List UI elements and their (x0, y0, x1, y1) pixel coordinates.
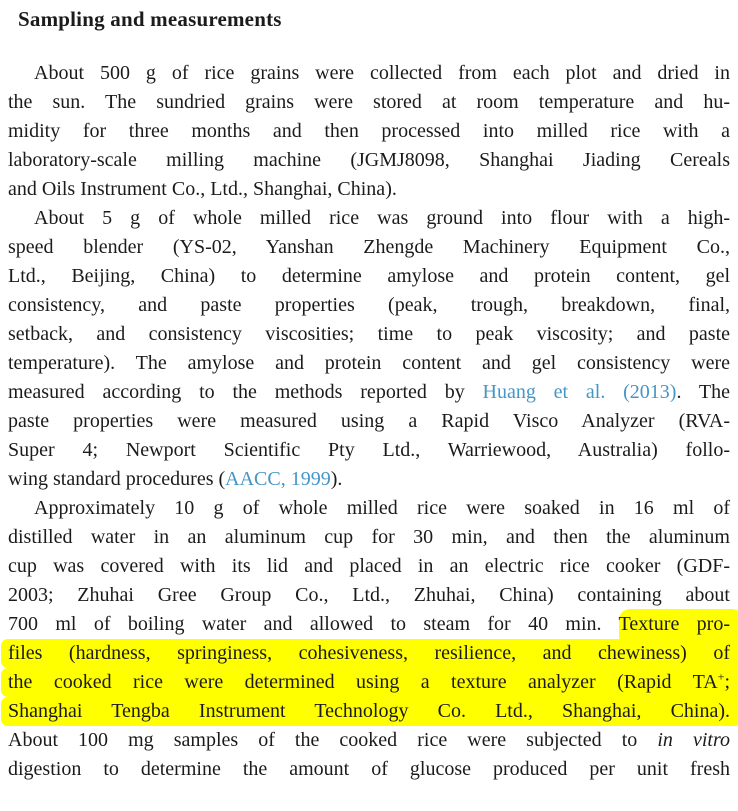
text-segment: temperature). The amylose and protein co… (8, 352, 730, 374)
text-segment: digestion to determine the amount of glu… (8, 758, 730, 780)
text-line: Approximately 10 g of whole milled rice … (8, 494, 730, 523)
text-segment: ; (724, 671, 730, 693)
section-heading: Sampling and measurements (18, 7, 282, 31)
text-segment: measured according to the methods report… (8, 381, 483, 403)
text-segment: the cooked rice were determined using a … (8, 671, 718, 693)
highlighted-text-line: Shanghai Tengba Instrument Technology Co… (1, 697, 738, 726)
text-line: Super 4; Newport Scientific Pty Ltd., Wa… (8, 436, 730, 465)
text-line: About 5 g of whole milled rice was groun… (8, 204, 730, 233)
text-line: the sun. The sundried grains were stored… (8, 88, 730, 117)
text-line: and Oils Instrument Co., Ltd., Shanghai,… (8, 175, 730, 204)
text-line: speed blender (YS-02, Yanshan Zhengde Ma… (8, 233, 730, 262)
text-line: measured according to the methods report… (8, 378, 730, 407)
text-line: paste properties were measured using a R… (8, 407, 730, 436)
text-segment: ). (330, 468, 343, 490)
text-line: laboratory-scale milling machine (JGMJ80… (8, 146, 730, 175)
text-segment: Approximately 10 g of whole milled rice … (34, 497, 730, 519)
text-line: digestion to determine the amount of glu… (8, 755, 730, 784)
highlighted-text-line: the cooked rice were determined using a … (1, 668, 738, 697)
text-segment: 2003; Zhuhai Gree Group Co., Ltd., Zhuha… (8, 584, 730, 606)
text-line: cup was covered with its lid and placed … (8, 552, 730, 581)
text-segment: paste properties were measured using a R… (8, 410, 730, 432)
text-segment: About 500 g of rice grains were collecte… (34, 62, 730, 84)
text-segment: the sun. The sundried grains were stored… (8, 91, 730, 113)
text-segment: Ltd., Beijing, China) to determine amylo… (8, 265, 730, 287)
text-line: 2003; Zhuhai Gree Group Co., Ltd., Zhuha… (8, 581, 730, 610)
section-body: About 500 g of rice grains were collecte… (1, 59, 738, 784)
text-line: 700 ml of boiling water and allowed to s… (8, 609, 738, 640)
citation-link[interactable]: Huang et al. (2013) (482, 381, 677, 403)
text-line: wing standard procedures (AACC, 1999). (8, 465, 730, 494)
paragraph: Approximately 10 g of whole milled rice … (1, 494, 738, 784)
text-line: temperature). The amylose and protein co… (8, 349, 730, 378)
text-segment: midity for three months and then process… (8, 120, 730, 142)
text-segment: setback, and consistency viscosities; ti… (8, 323, 730, 345)
text-line: Ltd., Beijing, China) to determine amylo… (8, 262, 730, 291)
paragraph: About 500 g of rice grains were collecte… (8, 59, 730, 204)
highlighted-text-line: files (hardness, springiness, cohesivene… (1, 639, 738, 668)
text-line: midity for three months and then process… (8, 117, 730, 146)
text-segment: distilled water in an aluminum cup for 3… (8, 526, 730, 548)
text-segment: cup was covered with its lid and placed … (8, 555, 730, 577)
paragraph: About 5 g of whole milled rice was groun… (8, 204, 730, 494)
text-segment: Super 4; Newport Scientific Pty Ltd., Wa… (8, 439, 730, 461)
text-line: distilled water in an aluminum cup for 3… (8, 523, 730, 552)
text-segment: speed blender (YS-02, Yanshan Zhengde Ma… (8, 236, 730, 258)
text-segment: files (hardness, springiness, cohesivene… (8, 642, 730, 664)
text-segment: . The (676, 381, 731, 403)
text-segment: Shanghai Tengba Instrument Technology Co… (8, 700, 730, 722)
text-segment: and Oils Instrument Co., Ltd., Shanghai,… (8, 178, 397, 200)
highlighted-text: Texture pro- (618, 609, 738, 640)
text-segment: About 5 g of whole milled rice was groun… (34, 207, 730, 229)
text-segment: consistency, and paste properties (peak,… (8, 294, 730, 316)
text-segment: 700 ml of boiling water and allowed to s… (8, 613, 619, 635)
text-line: About 500 g of rice grains were collecte… (8, 59, 730, 88)
text-segment: About 100 mg samples of the cooked rice … (8, 729, 658, 751)
text-line: About 100 mg samples of the cooked rice … (8, 726, 730, 755)
italic-text: in vitro (657, 729, 731, 751)
text-line: setback, and consistency viscosities; ti… (8, 320, 730, 349)
text-segment: wing standard procedures ( (8, 468, 226, 490)
citation-link[interactable]: AACC, 1999 (225, 468, 331, 490)
text-segment: laboratory-scale milling machine (JGMJ80… (8, 149, 730, 171)
superscript-text: + (717, 669, 725, 684)
text-line: consistency, and paste properties (peak,… (8, 291, 730, 320)
